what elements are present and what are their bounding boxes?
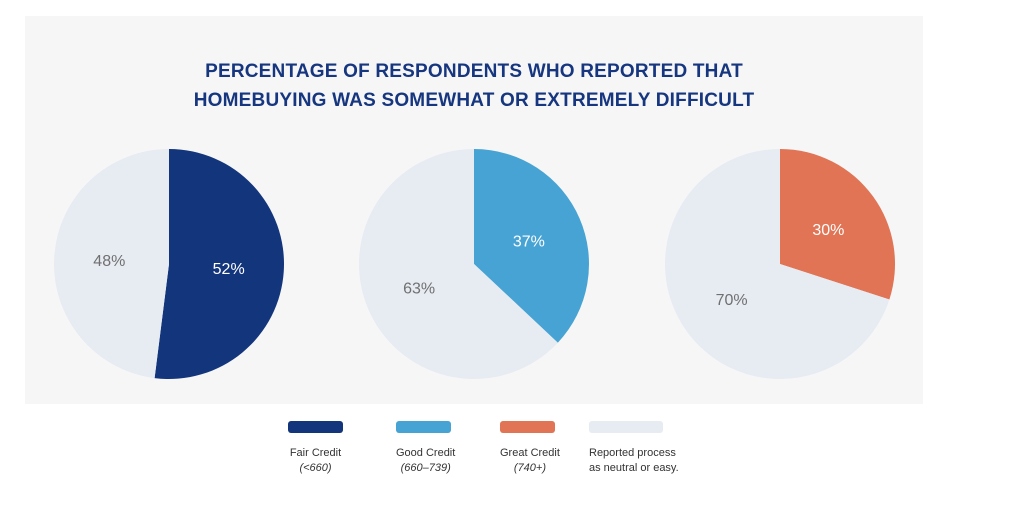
- legend-item-neutral-or-easy: Reported process as neutral or easy.: [589, 421, 679, 476]
- legend-swatch-good-credit: [396, 421, 451, 433]
- legend-label-neutral-or-easy: Reported process: [589, 447, 676, 459]
- pie-great-credit: 30% 70%: [665, 149, 895, 379]
- pie-label-fair-credit-0: 52%: [213, 261, 245, 278]
- legend-swatch-fair-credit: [288, 421, 343, 433]
- pie-good-credit: 37% 63%: [359, 149, 589, 379]
- legend-label-good-credit: Good Credit: [396, 447, 456, 459]
- pie-slice-fair-credit-0: [154, 149, 285, 379]
- legend-label-great-credit: Great Credit: [500, 447, 560, 459]
- chart-title-line-2: HOMEBUYING WAS SOMEWHAT OR EXTREMELY DIF…: [193, 90, 755, 111]
- chart-title-line-1: PERCENTAGE OF RESPONDENTS WHO REPORTED T…: [205, 61, 743, 82]
- pie-label-great-credit-1: 70%: [716, 292, 748, 309]
- pie-slice-fair-credit-1: [54, 149, 169, 379]
- pie-label-good-credit-0: 37%: [513, 233, 545, 250]
- pie-label-good-credit-1: 63%: [403, 281, 435, 298]
- legend-item-great-credit: Great Credit (740+): [500, 421, 560, 476]
- legend-swatch-great-credit: [500, 421, 555, 433]
- pie-label-great-credit-0: 30%: [812, 222, 844, 239]
- pie-fair-credit: 52% 48%: [54, 149, 285, 379]
- legend-swatch-neutral-or-easy: [589, 421, 663, 433]
- pie-slice-good-credit-1: [359, 149, 558, 379]
- legend-sub-fair-credit: (<660): [299, 462, 332, 474]
- pie-slice-great-credit-1: [665, 149, 890, 379]
- legend-label-fair-credit: Fair Credit: [289, 447, 342, 459]
- legend: Fair Credit (<660) Good Credit (660–739)…: [0, 421, 1024, 501]
- pie-label-fair-credit-1: 48%: [93, 253, 125, 270]
- legend-sub-great-credit: (740+): [513, 462, 547, 474]
- legend-sub-neutral-or-easy: as neutral or easy.: [589, 462, 679, 474]
- legend-item-good-credit: Good Credit (660–739): [396, 421, 455, 476]
- pie-slice-great-credit-0: [780, 149, 895, 300]
- legend-item-fair-credit: Fair Credit (<660): [288, 421, 343, 476]
- pie-slice-good-credit-0: [474, 149, 589, 343]
- legend-sub-good-credit: (660–739): [400, 462, 451, 474]
- chart-title: PERCENTAGE OF RESPONDENTS WHO REPORTED T…: [25, 57, 923, 115]
